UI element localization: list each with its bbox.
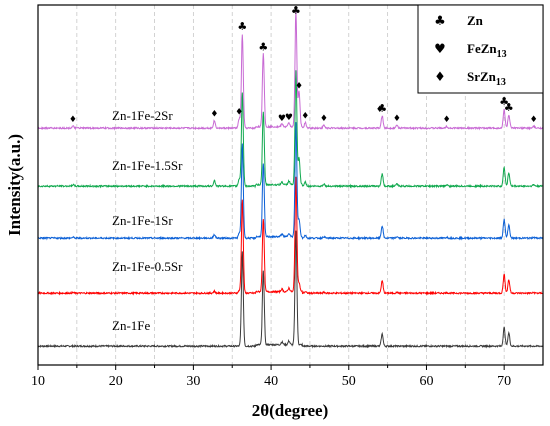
marker-zn: ♣ — [237, 20, 247, 33]
series-label: Zn-1Fe-1Sr — [112, 213, 173, 228]
x-tick-label: 10 — [31, 374, 45, 389]
marker-zn: ♣ — [504, 101, 514, 114]
marker-srzn13: ♦ — [443, 115, 451, 125]
plot-frame — [37, 4, 544, 366]
legend-symbol: ♥ — [434, 42, 446, 57]
x-axis-ticks: 10 20 30 40 50 60 70 — [31, 365, 511, 389]
series-label: Zn-1Fe — [112, 318, 151, 333]
marker-srzn13: ♦ — [376, 105, 384, 115]
marker-fezn13: ♥ — [285, 113, 293, 123]
legend-label: SrZn13 — [467, 69, 506, 88]
x-tick-label: 40 — [264, 374, 278, 389]
marker-zn: ♣ — [291, 4, 301, 17]
marker-srzn13: ♦ — [393, 114, 401, 124]
series-line-1 — [37, 230, 544, 349]
series-lines — [37, 11, 544, 349]
x-tick-label: 60 — [419, 374, 433, 389]
legend-symbol: ♦ — [434, 70, 446, 85]
x-axis-title: 2θ(degree) — [252, 401, 329, 420]
series-line-5 — [37, 11, 544, 131]
marker-srzn13: ♦ — [210, 109, 218, 119]
series-labels: Zn-1Fe Zn-1Fe-0.5Sr Zn-1Fe-1Sr Zn-1Fe-1.5Sr… — [112, 108, 183, 333]
marker-srzn13: ♦ — [69, 115, 77, 125]
marker-srzn13: ♦ — [301, 111, 309, 121]
marker-fezn13: ♥ — [278, 114, 286, 124]
series-label: Zn-1Fe-1.5Sr — [112, 158, 183, 173]
marker-srzn13: ♦ — [530, 115, 538, 125]
legend-symbol: ♣ — [434, 14, 446, 29]
y-axis-title: Intensity(a.u.) — [5, 134, 24, 236]
x-tick-label: 20 — [109, 374, 123, 389]
marker-zn: ♣ — [377, 102, 387, 115]
marker-srzn13: ♦ — [320, 114, 328, 124]
legend-box: ♣ Zn ♥ FeZn13 ♦ SrZn13 — [417, 4, 544, 94]
x-tick-label: 70 — [497, 374, 511, 389]
legend-label: FeZn13 — [467, 41, 507, 60]
phase-markers: ♦♦ ♦♦♦ ♦♦♦ ♦ ♦♥♥♣♣♣♣♣♣ — [69, 4, 538, 125]
x-tick-label: 30 — [186, 374, 200, 389]
marker-srzn13: ♦ — [235, 108, 243, 118]
series-line-4 — [37, 70, 544, 189]
legend-label: Zn — [467, 13, 484, 28]
series-line-3 — [37, 122, 544, 241]
marker-zn: ♣ — [499, 95, 509, 108]
marker-zn: ♣ — [258, 41, 268, 54]
series-line-2 — [37, 176, 544, 296]
marker-srzn13: ♦ — [295, 81, 303, 91]
series-label: Zn-1Fe-0.5Sr — [112, 259, 183, 274]
series-label: Zn-1Fe-2Sr — [112, 108, 173, 123]
x-tick-label: 50 — [342, 374, 356, 389]
legend-entries: ♣ Zn ♥ FeZn13 ♦ SrZn13 — [434, 13, 506, 88]
